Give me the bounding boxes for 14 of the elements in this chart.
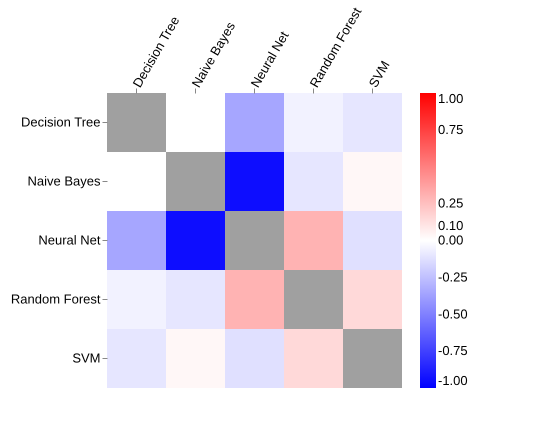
color-bar-label: -0.75 (438, 343, 468, 358)
color-bar-label: 0.10 (438, 218, 464, 233)
y-tick-label: Decision Tree (21, 114, 100, 130)
color-bar-label: 0.75 (438, 122, 464, 137)
color-bar-label: 0.00 (438, 232, 464, 248)
color-bar-label: -0.25 (438, 269, 468, 284)
color-bar-label: -0.50 (438, 306, 468, 322)
y-tick-label: SVM (72, 350, 100, 366)
color-bar-label: -1.00 (438, 373, 468, 388)
color-bar-label: 1.00 (438, 91, 464, 106)
y-tick-label: Neural Net (38, 232, 101, 248)
y-tick-label: Naive Bayes (28, 174, 101, 188)
color-bar-label: 0.25 (438, 196, 464, 211)
y-tick-label: Random Forest (10, 292, 101, 306)
